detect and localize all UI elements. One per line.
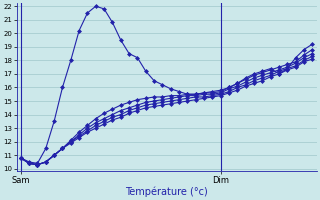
- X-axis label: Température (°c): Température (°c): [125, 186, 208, 197]
